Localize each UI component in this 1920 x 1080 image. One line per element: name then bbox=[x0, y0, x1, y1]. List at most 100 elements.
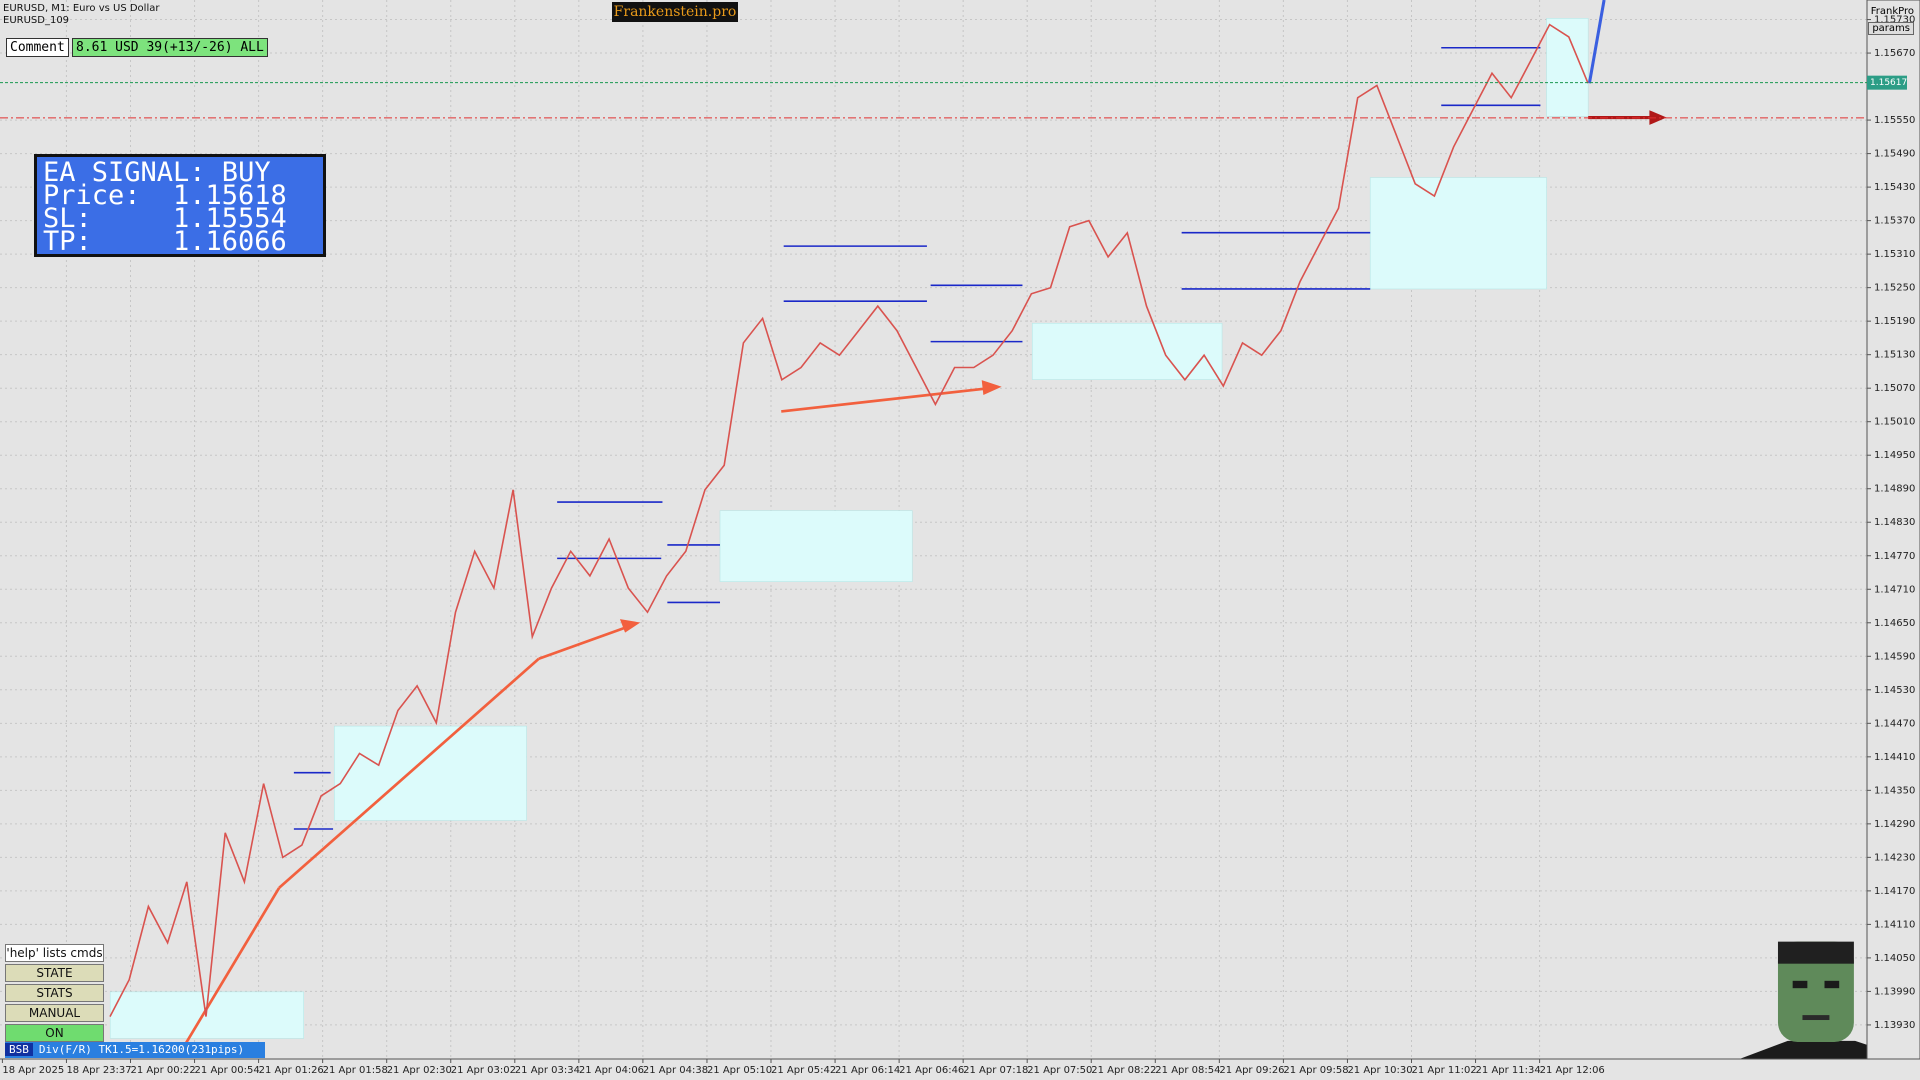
y-tick-label: 1.15490 bbox=[1874, 149, 1915, 160]
x-tick-label: 21 Apr 06:14 bbox=[835, 1065, 900, 1076]
y-tick-label: 1.15670 bbox=[1874, 48, 1915, 59]
y-tick-label: 1.13930 bbox=[1874, 1020, 1915, 1031]
state-button[interactable]: STATE bbox=[5, 964, 104, 982]
current-price-label: 1.15617 bbox=[1870, 78, 1907, 88]
x-tick-label: 21 Apr 08:22 bbox=[1091, 1065, 1156, 1076]
arrow-head bbox=[619, 619, 641, 633]
x-tick-label: 21 Apr 02:30 bbox=[387, 1065, 452, 1076]
trend-arrow bbox=[182, 887, 281, 1048]
y-tick-label: 1.15250 bbox=[1874, 283, 1915, 294]
current-price-tag bbox=[1867, 75, 1907, 90]
comment-label: Comment bbox=[6, 38, 69, 57]
y-tick-label: 1.14710 bbox=[1874, 584, 1915, 595]
y-tick-label: 1.15370 bbox=[1874, 216, 1915, 227]
price-line bbox=[109, 23, 1589, 1017]
avatar bbox=[1738, 941, 1911, 1060]
help-button[interactable]: 'help' lists cmds bbox=[5, 944, 104, 962]
params-button[interactable]: params bbox=[1868, 22, 1914, 35]
x-tick-label: 21 Apr 04:06 bbox=[579, 1065, 644, 1076]
x-tick-label: 21 Apr 00:22 bbox=[131, 1065, 196, 1076]
overlays bbox=[109, 0, 1911, 1060]
ea-label: Price: bbox=[43, 180, 141, 211]
ea-title: EA SIGNAL: BUY bbox=[43, 157, 271, 188]
y-tick-label: 1.14350 bbox=[1874, 785, 1915, 796]
ea-value: 1.15554 bbox=[173, 203, 287, 234]
ea-row: TP: 1.16066 bbox=[43, 226, 323, 257]
arrow-head bbox=[981, 380, 1002, 396]
x-tick-label: 21 Apr 06:46 bbox=[899, 1065, 964, 1076]
trend-arrow bbox=[781, 386, 990, 413]
y-tick-label: 1.14050 bbox=[1874, 953, 1915, 964]
x-tick-label: 21 Apr 07:50 bbox=[1027, 1065, 1092, 1076]
status-text: Div(F/R) TK1.5=1.16200(231pips) bbox=[38, 1043, 245, 1056]
y-tick-label: 1.15070 bbox=[1874, 383, 1915, 394]
y-tick-label: 1.13990 bbox=[1874, 986, 1915, 997]
x-tick-label: 21 Apr 07:18 bbox=[963, 1065, 1028, 1076]
x-tick-label: 18 Apr 2025 bbox=[2, 1065, 64, 1076]
grid bbox=[0, 0, 1867, 1059]
status-tag: BSB bbox=[5, 1043, 33, 1056]
y-tick-label: 1.14470 bbox=[1874, 718, 1915, 729]
y-tick-label: 1.14590 bbox=[1874, 651, 1915, 662]
y-tick-label: 1.14650 bbox=[1874, 618, 1915, 629]
x-tick-label: 21 Apr 11:34 bbox=[1476, 1065, 1541, 1076]
y-tick-label: 1.14530 bbox=[1874, 685, 1915, 696]
x-tick-label: 18 Apr 23:37 bbox=[66, 1065, 131, 1076]
y-tick-label: 1.15010 bbox=[1874, 417, 1915, 428]
x-tick-label: 21 Apr 00:54 bbox=[195, 1065, 260, 1076]
y-tick-label: 1.14230 bbox=[1874, 852, 1915, 863]
y-tick-label: 1.14110 bbox=[1874, 919, 1915, 930]
y-tick-label: 1.15130 bbox=[1874, 350, 1915, 361]
y-tick-label: 1.14290 bbox=[1874, 819, 1915, 830]
y-tick-label: 1.14830 bbox=[1874, 517, 1915, 528]
stats-button[interactable]: STATS bbox=[5, 984, 104, 1002]
y-tick-label: 1.15430 bbox=[1874, 182, 1915, 193]
ea-value: 1.15618 bbox=[173, 180, 287, 211]
x-tick-label: 21 Apr 10:30 bbox=[1347, 1065, 1412, 1076]
symbol-label: EURUSD, M1: Euro vs US Dollar bbox=[3, 3, 160, 14]
x-tick-label: 21 Apr 12:06 bbox=[1540, 1065, 1605, 1076]
y-tick-label: 1.14170 bbox=[1874, 886, 1915, 897]
x-tick-label: 21 Apr 11:02 bbox=[1412, 1065, 1477, 1076]
x-tick-label: 21 Apr 01:26 bbox=[259, 1065, 324, 1076]
x-tick-label: 21 Apr 03:34 bbox=[515, 1065, 580, 1076]
status-bar: BSB Div(F/R) TK1.5=1.16200(231pips) bbox=[5, 1042, 265, 1058]
comment-text: 8.61 USD 39(+13/-26) ALL bbox=[72, 38, 268, 57]
ea-value: 1.16066 bbox=[173, 226, 287, 257]
x-tick-label: 21 Apr 01:58 bbox=[323, 1065, 388, 1076]
signal-arrow bbox=[1587, 0, 1606, 84]
brand-banner: Frankenstein.pro bbox=[612, 2, 738, 22]
x-tick-label: 21 Apr 04:38 bbox=[643, 1065, 708, 1076]
account-label: EURUSD_109 bbox=[3, 15, 70, 26]
ea-label: TP: bbox=[43, 226, 92, 257]
x-tick-label: 21 Apr 09:58 bbox=[1283, 1065, 1348, 1076]
trend-arrow bbox=[278, 657, 540, 889]
price-axis-border bbox=[1866, 0, 1920, 1060]
zone-box bbox=[1369, 177, 1547, 290]
x-tick-label: 21 Apr 05:42 bbox=[771, 1065, 836, 1076]
y-tick-label: 1.15730 bbox=[1874, 15, 1915, 26]
y-tick-label: 1.15310 bbox=[1874, 249, 1915, 260]
on-button[interactable]: ON bbox=[5, 1024, 104, 1042]
x-tick-label: 21 Apr 09:26 bbox=[1219, 1065, 1284, 1076]
ea-row: Price: 1.15618 bbox=[43, 180, 323, 211]
zone-box bbox=[719, 510, 913, 582]
ea-label: SL: bbox=[43, 203, 92, 234]
ea-row: SL: 1.15554 bbox=[43, 203, 323, 234]
zone-box bbox=[333, 725, 527, 821]
y-tick-label: 1.14770 bbox=[1874, 551, 1915, 562]
manual-button[interactable]: MANUAL bbox=[5, 1004, 104, 1022]
x-tick-label: 21 Apr 08:54 bbox=[1155, 1065, 1220, 1076]
user-label: FrankPro bbox=[1870, 6, 1914, 17]
y-tick-label: 1.14890 bbox=[1874, 484, 1915, 495]
zone-box bbox=[1031, 322, 1223, 380]
y-tick-label: 1.14410 bbox=[1874, 752, 1915, 763]
x-tick-label: 21 Apr 03:02 bbox=[451, 1065, 516, 1076]
x-tick-label: 21 Apr 05:10 bbox=[707, 1065, 772, 1076]
trend-arrow bbox=[538, 624, 632, 661]
y-tick-label: 1.15550 bbox=[1874, 115, 1915, 126]
y-tick-label: 1.15190 bbox=[1874, 316, 1915, 327]
arrow-head bbox=[1649, 110, 1667, 125]
